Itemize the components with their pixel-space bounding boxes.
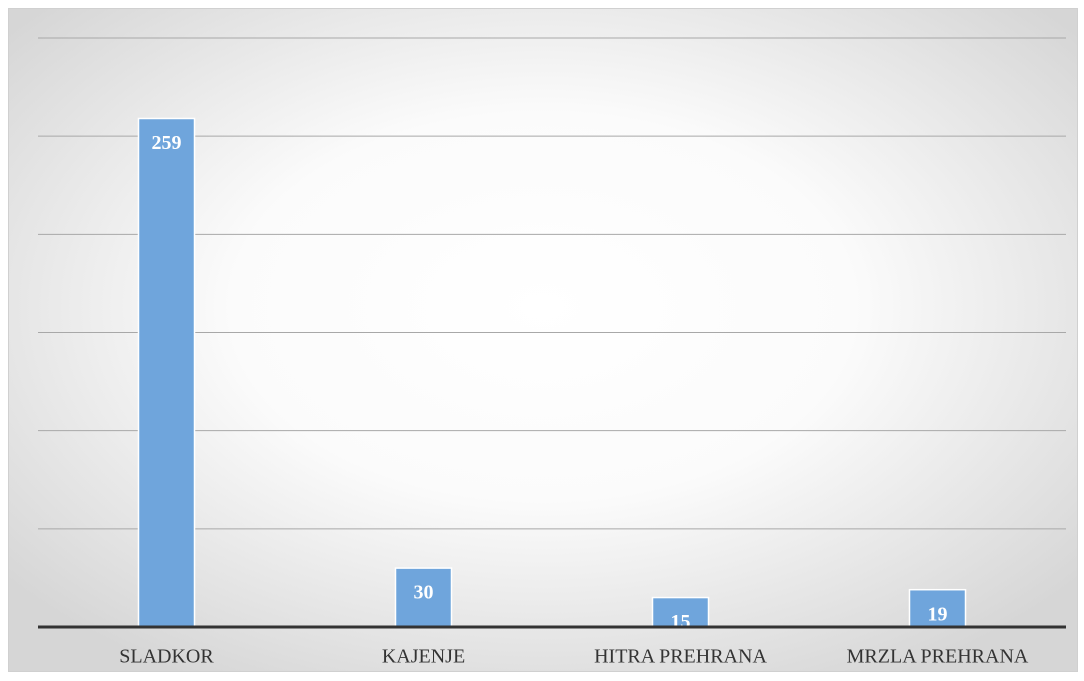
bar xyxy=(651,596,710,628)
x-tick-label: SLADKOR xyxy=(119,646,214,668)
data-label: 19 xyxy=(928,603,948,625)
x-tick-label: KAJENJE xyxy=(382,646,465,668)
bar xyxy=(137,117,196,628)
x-tick-label: HITRA PREHRANA xyxy=(594,646,767,668)
bar xyxy=(394,567,453,628)
data-label: 259 xyxy=(152,132,182,154)
x-tick-label: MRZLA PREHRANA xyxy=(847,646,1029,668)
data-label: 30 xyxy=(414,582,434,604)
data-label: 15 xyxy=(671,611,691,633)
